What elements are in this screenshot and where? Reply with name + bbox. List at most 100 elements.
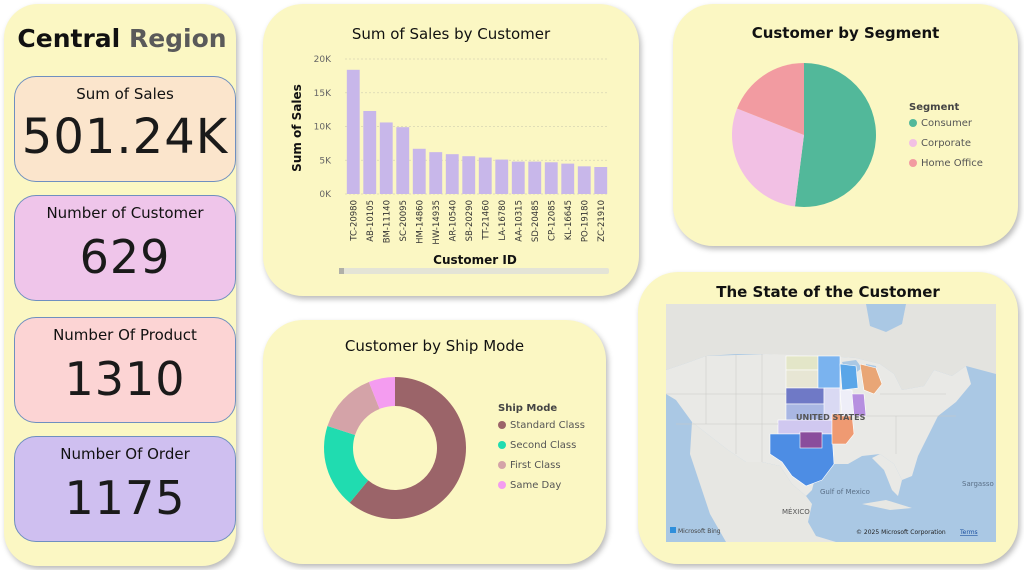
legend-marker — [909, 159, 917, 167]
bar[interactable] — [429, 152, 443, 194]
sales-by-customer-card[interactable]: Sum of Sales by Customer Sum of Sales 0K… — [263, 4, 639, 296]
y-tick-label: 5K — [319, 156, 332, 166]
kpi-value-sales: 501.24K — [21, 109, 229, 165]
segment-legend-title: Segment — [909, 102, 959, 113]
segment-pie-chart: Segment Consumer Corporate Home Office — [732, 63, 983, 207]
pie-slice[interactable] — [737, 63, 804, 135]
kpi-card-customers[interactable]: Number of Customer 629 — [14, 195, 236, 301]
scrollbar-thumb[interactable] — [339, 268, 344, 274]
x-axis-title: Customer ID — [433, 253, 517, 267]
kpi-value-orders: 1175 — [64, 471, 186, 525]
y-tick-label: 15K — [314, 89, 332, 99]
kpi-label-sales: Sum of Sales — [76, 85, 174, 103]
y-tick-label: 20K — [314, 55, 332, 65]
bar[interactable] — [528, 161, 542, 194]
shipmode-donut-chart: Ship Mode Standard Class Second Class Firs… — [324, 377, 585, 519]
pie-slice[interactable] — [794, 63, 877, 207]
y-tick-label: 10K — [314, 123, 332, 133]
bar[interactable] — [396, 127, 410, 194]
x-tick-label: LA-16780 — [498, 200, 508, 241]
pie-slice[interactable] — [349, 377, 466, 519]
bar[interactable] — [445, 154, 459, 194]
region-title-part1: Central — [17, 24, 121, 53]
x-tick-label: ZC-21910 — [597, 200, 607, 242]
state-map[interactable]: UNITED STATES Gulf of Mexico MÉXICO Sarg… — [666, 304, 996, 542]
pie-slice[interactable] — [368, 377, 395, 409]
pie-slice[interactable] — [327, 381, 380, 436]
bar[interactable] — [577, 166, 591, 194]
kpi-card-products[interactable]: Number Of Product 1310 — [14, 317, 236, 423]
legend-item[interactable]: Home Office — [921, 158, 983, 169]
bar[interactable] — [462, 156, 476, 194]
sales-bar-chart: Sum of Sales 0K 5K 10K 15K 20K TC-20980 AB-10… — [290, 55, 609, 274]
y-axis-title: Sum of Sales — [290, 84, 304, 172]
x-tick-label: KL-16645 — [564, 200, 574, 240]
map-terms-link[interactable]: Terms — [959, 529, 978, 536]
x-tick-label: TT-21460 — [481, 200, 491, 241]
map-mexico-label: MÉXICO — [782, 507, 810, 516]
legend-marker — [909, 139, 917, 147]
sales-chart-title: Sum of Sales by Customer — [351, 25, 551, 43]
kpi-label-products: Number Of Product — [53, 326, 197, 344]
legend-marker — [498, 441, 506, 449]
x-tick-label: CP-12085 — [547, 200, 557, 241]
legend-item[interactable]: Consumer — [921, 118, 973, 129]
legend-marker — [498, 421, 506, 429]
bar[interactable] — [346, 69, 360, 194]
bing-logo-icon — [670, 527, 676, 533]
map-gulf-label: Gulf of Mexico — [820, 488, 870, 496]
x-tick-label: AR-10540 — [448, 200, 458, 241]
legend-item[interactable]: Corporate — [921, 138, 971, 149]
bar[interactable] — [478, 157, 492, 194]
pie-slice[interactable] — [732, 108, 804, 207]
kpi-panel: Central Region Sum of Sales 501.24K Numb… — [4, 4, 236, 566]
region-title-part2: Region — [128, 24, 227, 53]
map-sargasso-label: Sargasso Se — [962, 480, 996, 488]
map-brand: Microsoft Bing — [678, 528, 721, 535]
x-tick-label: SD-20485 — [531, 200, 541, 242]
shipmode-card[interactable]: Customer by Ship Mode Ship Mode Standard… — [263, 320, 606, 564]
pie-slice[interactable] — [324, 426, 369, 503]
shipmode-legend-title: Ship Mode — [498, 403, 557, 414]
kpi-value-products: 1310 — [64, 352, 186, 406]
kpi-card-orders[interactable]: Number Of Order 1175 — [14, 436, 236, 542]
legend-marker — [909, 119, 917, 127]
map-copyright: © 2025 Microsoft Corporation — [856, 529, 946, 536]
x-tick-label: BM-11140 — [382, 200, 392, 243]
segment-chart-title: Customer by Segment — [751, 24, 940, 42]
legend-item[interactable]: First Class — [510, 460, 561, 471]
legend-item[interactable]: Same Day — [510, 480, 561, 491]
map-title: The State of the Customer — [716, 283, 940, 301]
x-tick-label: PO-19180 — [580, 200, 590, 242]
bar[interactable] — [495, 159, 509, 194]
x-tick-label: TC-20980 — [349, 200, 359, 242]
legend-marker — [498, 461, 506, 469]
x-tick-label: AA-10315 — [514, 200, 524, 242]
segment-card[interactable]: Customer by Segment Segment Consumer Corp… — [673, 4, 1018, 246]
legend-item[interactable]: Standard Class — [510, 420, 585, 431]
region-title: Central Region — [4, 24, 240, 53]
x-tick-label: AB-10105 — [366, 200, 376, 242]
state-map-card[interactable]: The State of the Customer — [638, 272, 1018, 564]
kpi-label-orders: Number Of Order — [60, 445, 190, 463]
bar[interactable] — [379, 122, 393, 194]
bar[interactable] — [412, 148, 426, 194]
x-tick-label: SB-20290 — [465, 200, 475, 241]
kpi-label-customers: Number of Customer — [46, 204, 204, 222]
x-tick-label: HW-14935 — [432, 200, 442, 245]
kpi-value-customers: 629 — [79, 230, 171, 284]
legend-item[interactable]: Second Class — [510, 440, 576, 451]
bar[interactable] — [594, 167, 608, 194]
horizontal-scrollbar[interactable] — [339, 268, 609, 274]
bar[interactable] — [561, 163, 575, 194]
y-tick-label: 0K — [319, 190, 332, 200]
map-country-label: UNITED STATES — [796, 413, 866, 422]
kpi-card-sales[interactable]: Sum of Sales 501.24K — [14, 76, 236, 182]
bar[interactable] — [511, 161, 525, 194]
x-tick-label: SC-20095 — [399, 200, 409, 241]
bar[interactable] — [363, 110, 377, 194]
shipmode-chart-title: Customer by Ship Mode — [344, 337, 525, 355]
x-tick-label: HM-14860 — [415, 200, 425, 244]
bar[interactable] — [544, 162, 558, 194]
legend-marker — [498, 481, 506, 489]
